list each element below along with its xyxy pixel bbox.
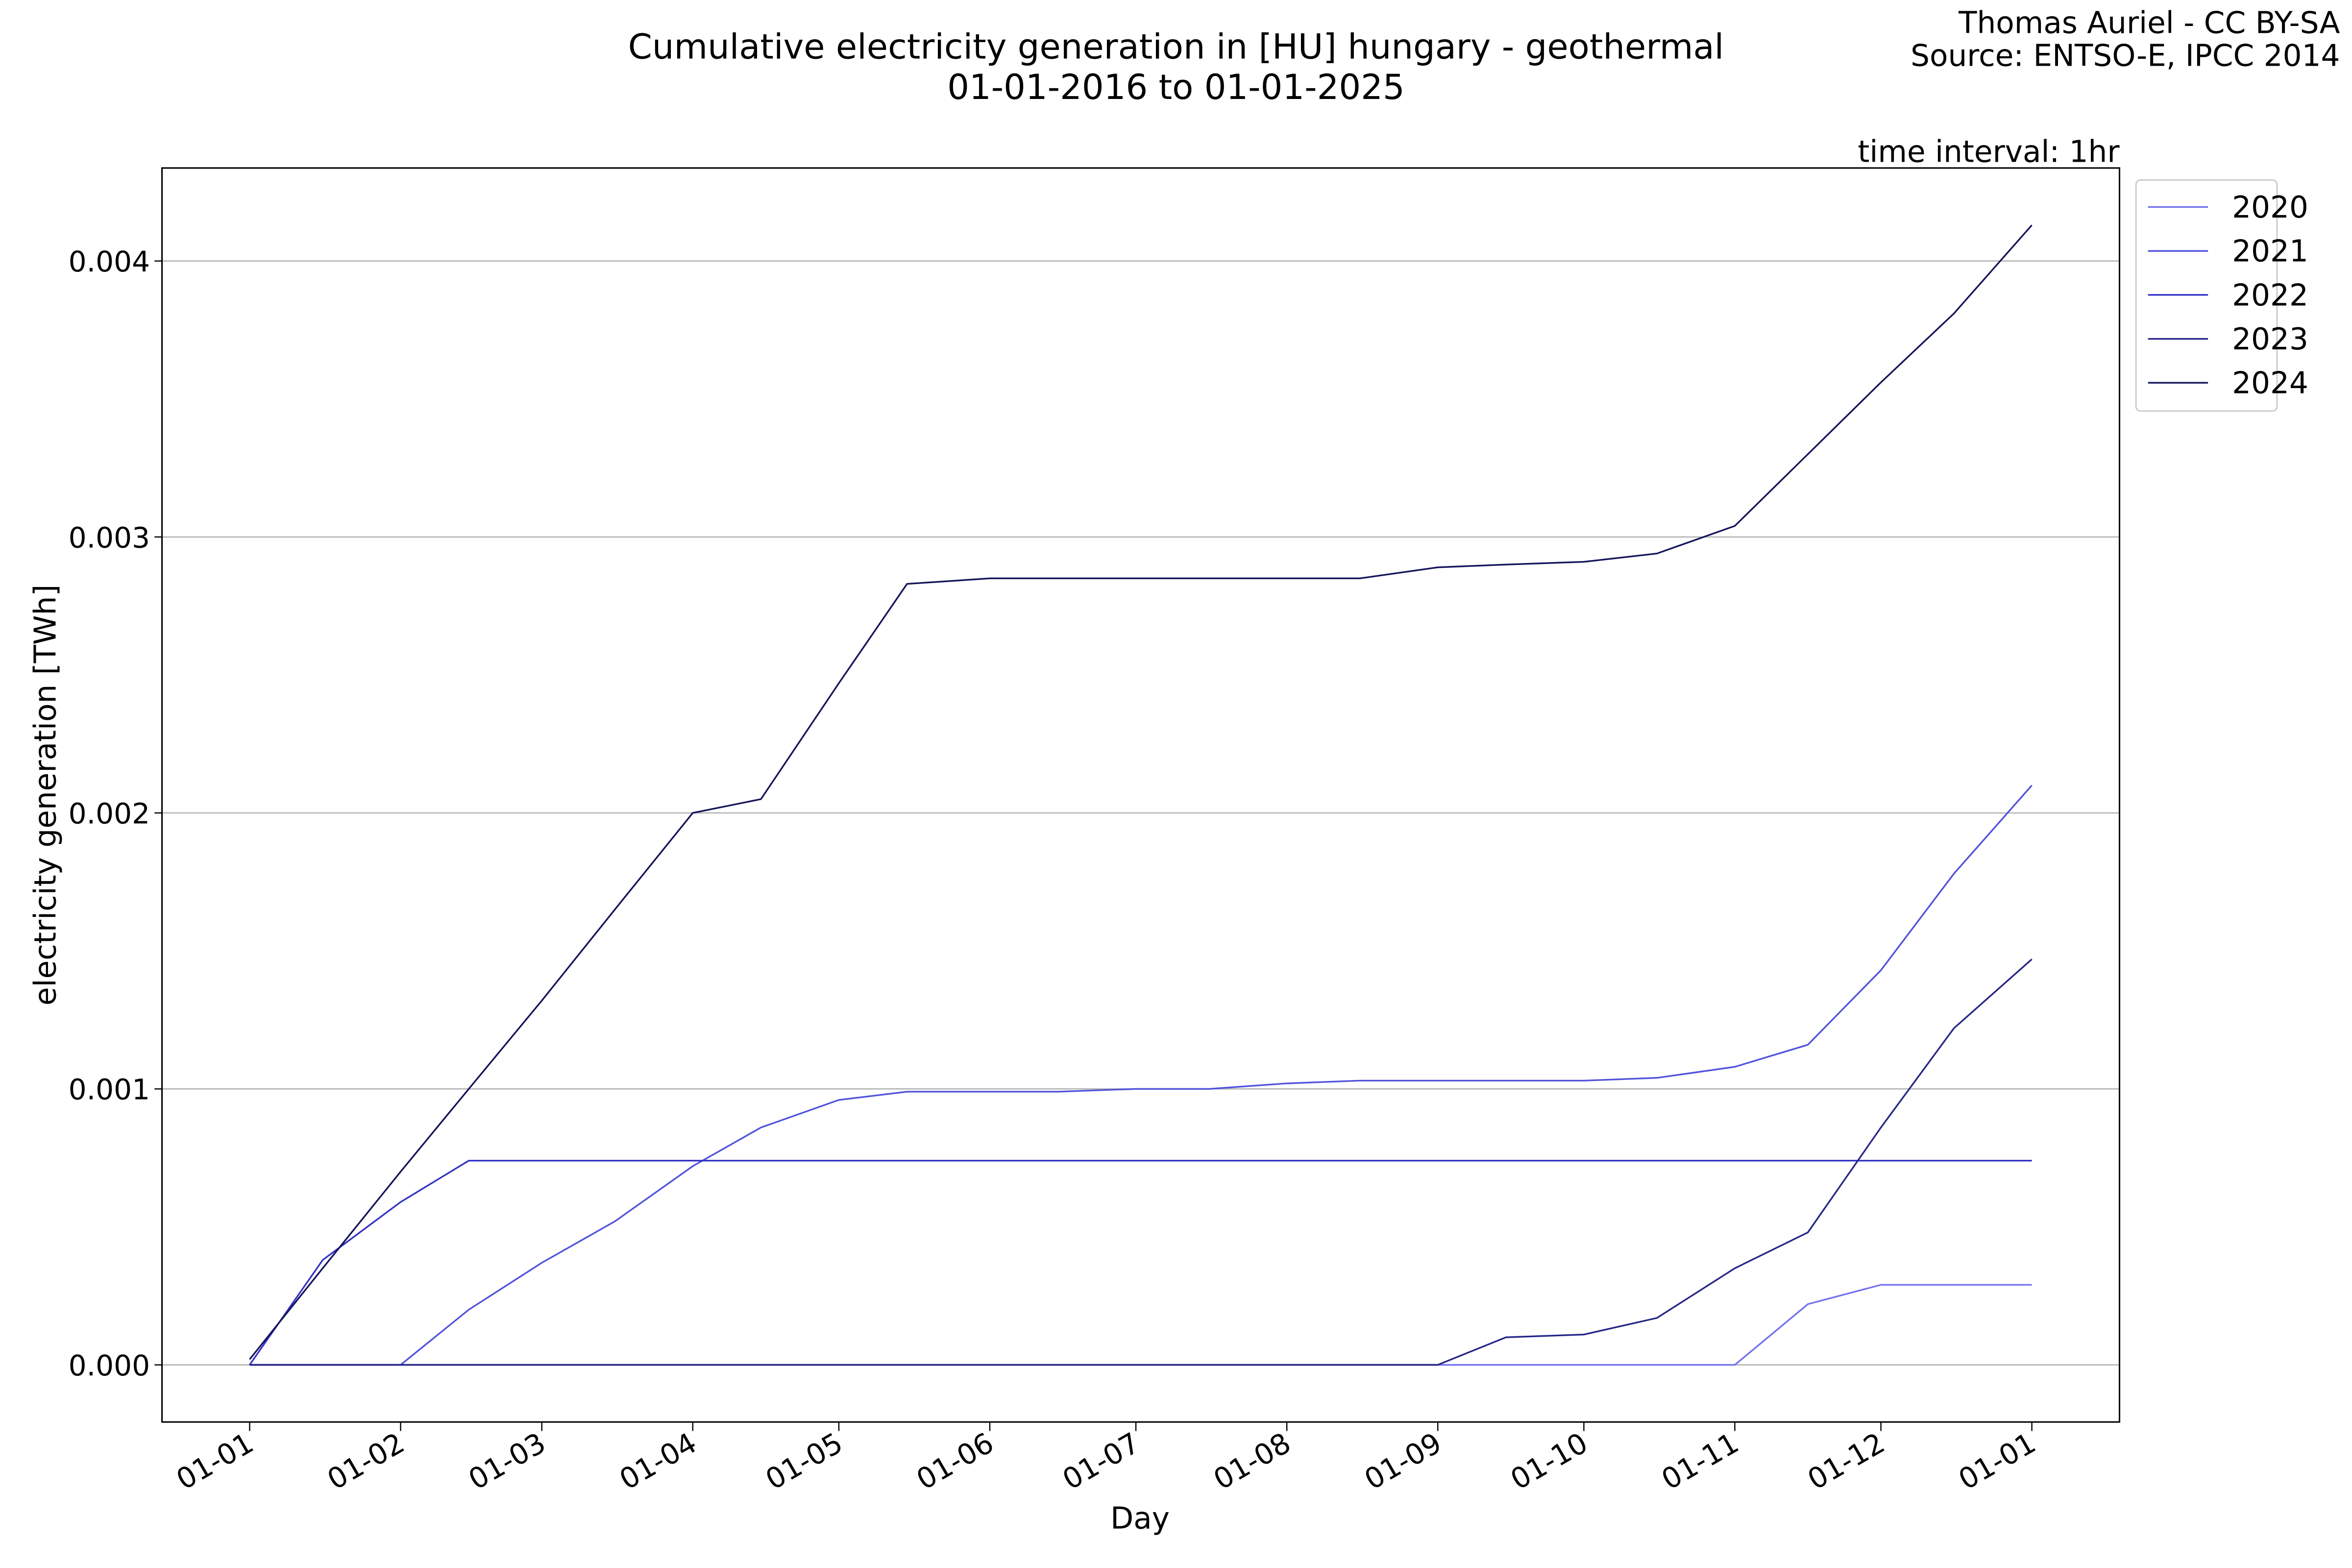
series-line [249, 784, 2033, 1366]
y-tick-label: 0.000 [69, 1349, 150, 1382]
x-tick-label: 01-08 [1208, 1426, 1296, 1496]
x-tick-label: 01-11 [1656, 1426, 1744, 1496]
legend-label: 2022 [2232, 278, 2308, 313]
y-axis-label: electricity generation [TWh] [28, 585, 63, 1005]
x-tick-label: 01-03 [463, 1426, 551, 1496]
series-line [249, 1160, 2032, 1366]
x-tick-label: 01-09 [1359, 1426, 1447, 1496]
credit: Source: ENTSO-E, IPCC 2014 [1911, 39, 2340, 74]
legend-label: 2024 [2232, 366, 2308, 401]
x-tick-label: 01-01 [1953, 1426, 2041, 1496]
x-tick-label: 01-06 [911, 1426, 999, 1496]
legend-label: 2023 [2232, 322, 2308, 357]
legend-label: 2020 [2232, 190, 2308, 225]
series-line [249, 224, 2033, 1360]
y-tick-label: 0.003 [69, 521, 150, 554]
plot-frame [161, 167, 2121, 1423]
x-tick-label: 01-05 [760, 1426, 848, 1496]
y-tick-label: 0.002 [69, 797, 150, 830]
x-tick-label: 01-10 [1505, 1426, 1593, 1496]
chart-title: Cumulative electricity generation in [HU… [628, 26, 1724, 67]
x-tick-label: 01-01 [171, 1426, 259, 1496]
annotation: time interval: 1hr [1858, 135, 2120, 170]
x-axis-label: Day [1110, 1501, 1170, 1536]
y-tick-label: 0.004 [69, 245, 150, 278]
x-tick-label: 01-04 [614, 1426, 702, 1496]
series-line [249, 1284, 2032, 1366]
x-tick-label: 01-02 [321, 1426, 410, 1496]
y-tick-label: 0.001 [69, 1073, 150, 1106]
x-tick-label: 01-12 [1802, 1426, 1890, 1496]
series-line [249, 958, 2033, 1366]
chart-subtitle: 01-01-2016 to 01-01-2025 [947, 67, 1405, 107]
x-tick-label: 01-07 [1057, 1426, 1145, 1496]
legend-label: 2021 [2232, 234, 2308, 269]
credit: Thomas Auriel - CC BY-SA [1958, 5, 2340, 40]
